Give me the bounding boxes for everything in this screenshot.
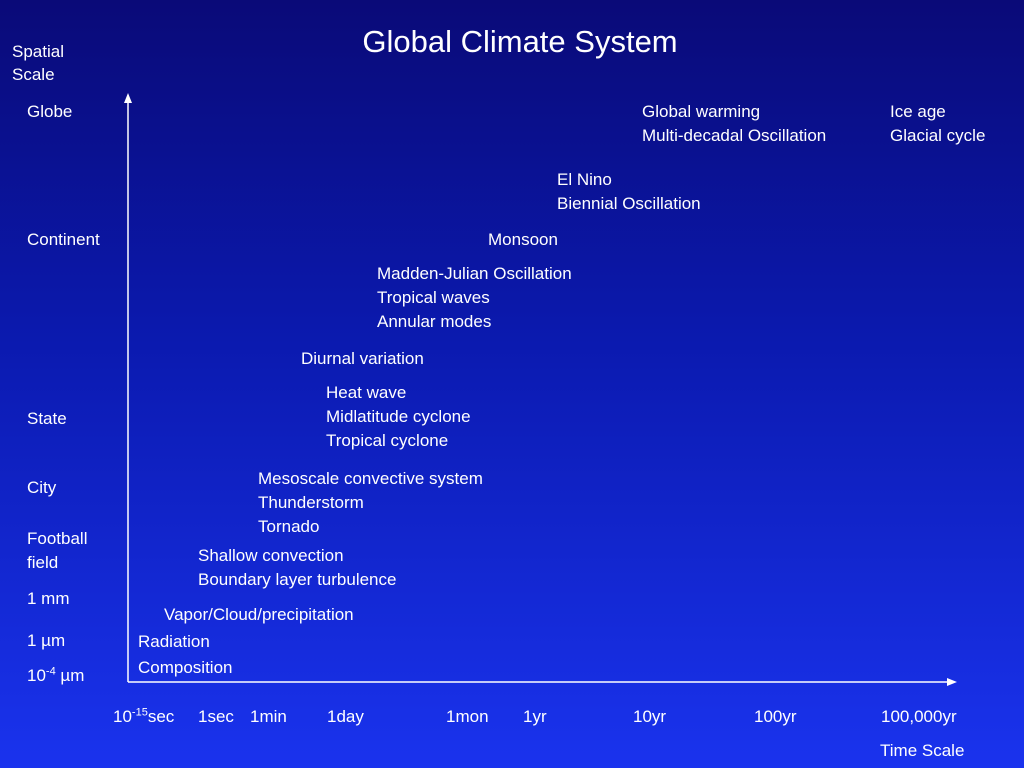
phenomenon-line: Multi-decadal Oscillation (642, 126, 827, 145)
phenomenon-line: Vapor/Cloud/precipitation (164, 605, 354, 624)
phenomenon-line: Composition (138, 658, 233, 677)
phenomenon-line: Madden-Julian Oscillation (377, 264, 572, 283)
x-tick-1sec: 1sec (198, 707, 234, 726)
phenomenon-monsoon: Monsoon (488, 228, 558, 252)
phenomenon-mjo: Madden-Julian Oscillation Tropical waves… (377, 262, 572, 334)
phenomenon-line: Diurnal variation (301, 349, 424, 368)
y-tick-1e-4um: 10-4 µm (27, 664, 84, 688)
y-tick-1um: 1 µm (27, 631, 66, 650)
x-tick-100yr: 100yr (754, 707, 797, 726)
x-tick-10yr: 10yr (633, 707, 667, 726)
x-tick-1yr: 1yr (523, 707, 547, 726)
phenomenon-line: Monsoon (488, 230, 558, 249)
y-axis-arrowhead (124, 93, 132, 103)
x-tick-fs-unit: sec (147, 707, 175, 726)
phenomenon-line: Mesoscale convective system (258, 469, 483, 488)
y-tick-city: City (27, 478, 57, 497)
phenomenon-line: Tropical waves (377, 288, 490, 307)
phenomenon-line: Midlatitude cyclone (326, 407, 471, 426)
x-tick-fs-base: 10 (113, 707, 132, 726)
phenomenon-radiation: Radiation Composition (138, 629, 233, 681)
x-tick-fs-exp: -15 (131, 706, 148, 719)
phenomenon-global-warming: Global warming Multi-decadal Oscillation (642, 100, 826, 148)
y-tick-football-line-2: field (27, 553, 59, 572)
x-tick-100000yr: 100,000yr (881, 707, 957, 726)
y-tick-football-field: Football field (27, 527, 87, 575)
x-tick-1mon: 1mon (446, 707, 489, 726)
phenomenon-vapor: Vapor/Cloud/precipitation (164, 603, 354, 627)
y-axis-label: Spatial Scale (12, 40, 64, 86)
phenomenon-el-nino: El Nino Biennial Oscillation (557, 168, 701, 216)
y-axis-label-line-1: Spatial (12, 42, 64, 61)
phenomenon-line: Thunderstorm (258, 493, 364, 512)
y-tick-continent: Continent (27, 230, 100, 249)
phenomenon-line: Tornado (258, 517, 320, 536)
x-axis-label: Time Scale (880, 741, 965, 760)
y-tick-football-line-1: Football (27, 529, 88, 548)
phenomenon-line: Annular modes (377, 312, 492, 331)
phenomenon-shallow-convection: Shallow convection Boundary layer turbul… (198, 544, 396, 592)
phenomenon-line: Boundary layer turbulence (198, 570, 397, 589)
phenomenon-line: Global warming (642, 102, 761, 121)
phenomenon-line: Ice age (890, 102, 946, 121)
phenomenon-heat-wave: Heat wave Midlatitude cyclone Tropical c… (326, 381, 471, 453)
x-axis-arrowhead (947, 678, 957, 686)
x-tick-1min: 1min (250, 707, 287, 726)
y-tick-state: State (27, 409, 67, 428)
y-axis-label-line-2: Scale (12, 65, 55, 84)
phenomenon-diurnal: Diurnal variation (301, 347, 424, 371)
diagram-title: Global Climate System (362, 24, 678, 59)
phenomenon-line: Tropical cyclone (326, 431, 449, 450)
y-tick-tiny-unit: µm (55, 666, 85, 685)
phenomenon-line: Radiation (138, 632, 210, 651)
phenomenon-ice-age: Ice age Glacial cycle (890, 100, 985, 148)
y-tick-1mm: 1 mm (27, 589, 70, 608)
y-tick-globe: Globe (27, 102, 73, 121)
phenomenon-line: Glacial cycle (890, 126, 986, 145)
x-tick-1day: 1day (327, 707, 364, 726)
y-tick-tiny-exp: -4 (45, 665, 56, 678)
phenomenon-line: Biennial Oscillation (557, 194, 701, 213)
phenomenon-line: Heat wave (326, 383, 407, 402)
y-tick-tiny-base: 10 (27, 666, 46, 685)
phenomenon-line: Shallow convection (198, 546, 344, 565)
x-tick-femtosecond: 10-15sec (113, 707, 174, 727)
phenomenon-mesoscale: Mesoscale convective system Thunderstorm… (258, 467, 483, 539)
phenomenon-line: El Nino (557, 170, 612, 189)
